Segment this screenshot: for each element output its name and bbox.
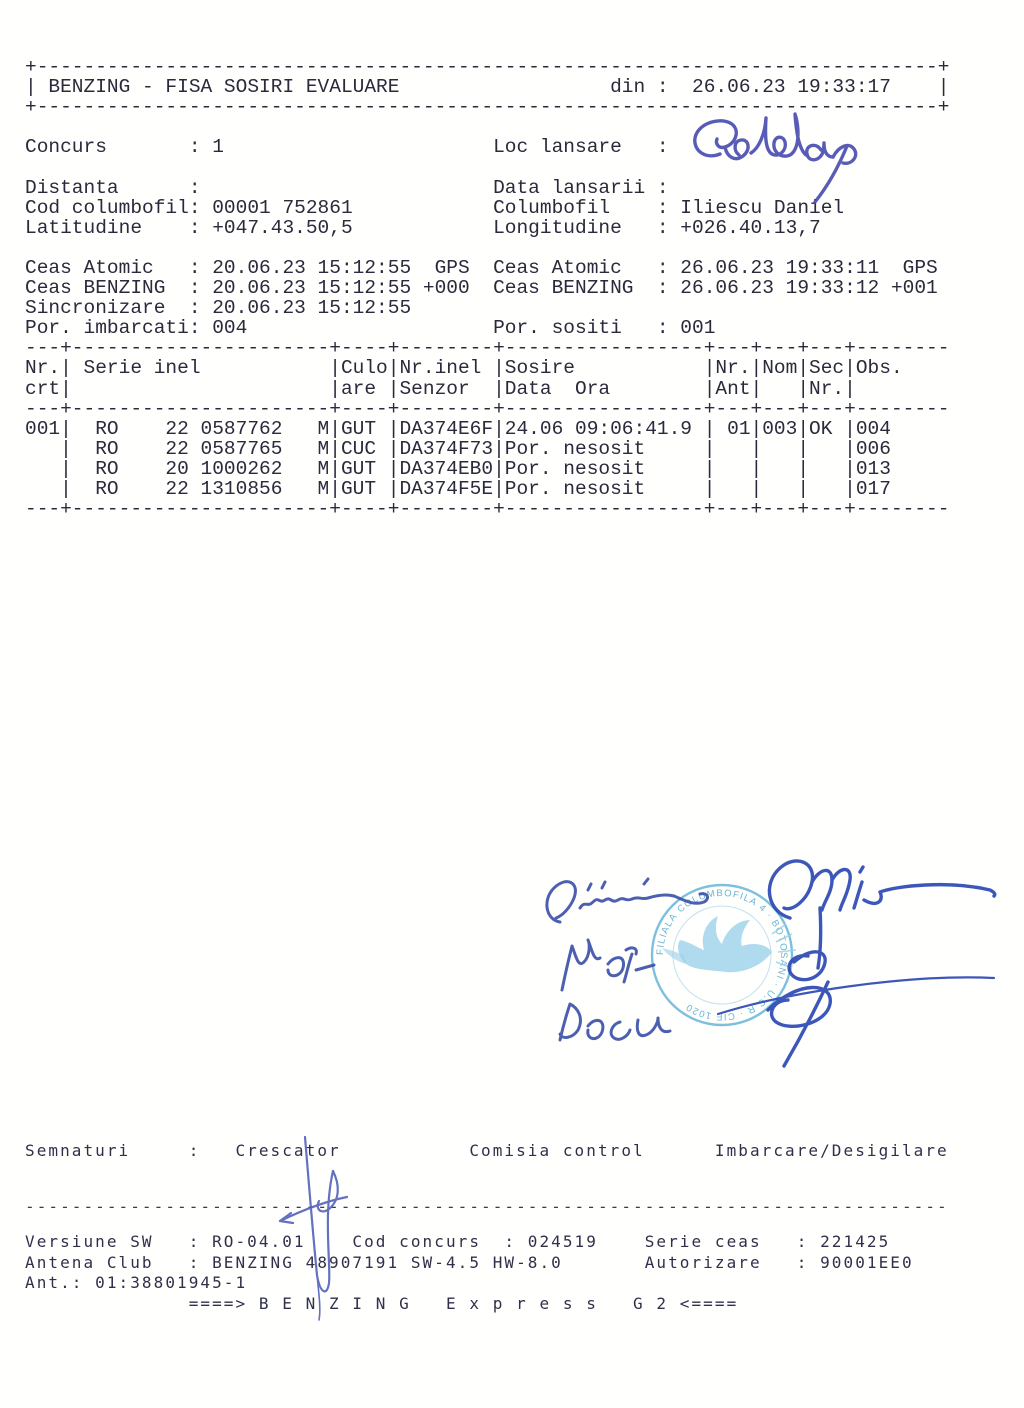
doc-line: 001| RO 22 0587762 M|GUT |DA374E6F|24.06… xyxy=(25,417,950,440)
doc-line: | RO 22 0587765 M|CUC |DA374F73|Por. nes… xyxy=(25,437,950,460)
doc-line: Distanta : Data lansarii : xyxy=(25,176,669,199)
doc-line xyxy=(25,117,949,137)
dove-icon xyxy=(662,916,796,973)
doc-line: crt| |are |Senzor |Data Ora |Ant| |Nr.| xyxy=(25,377,950,400)
doc-line: ---+----------------------+----+--------… xyxy=(25,397,950,420)
doc-line: Semnaturi : Crescator Comisia control Im… xyxy=(25,1141,949,1160)
doc-line: | RO 20 1000262 M|GUT |DA374EB0|Por. nes… xyxy=(25,457,950,480)
doc-line: ---+----------------------+----+--------… xyxy=(25,337,950,360)
doc-line: Sincronizare : 20.06.23 15:12:55 xyxy=(25,297,412,320)
doc-line: Concurs : 1 Loc lansare : xyxy=(25,136,669,159)
breeder-names-handwriting xyxy=(547,879,708,1040)
doc-line xyxy=(25,157,949,177)
club-stamp: FILIALA COLUMBOFILA 4 · BOTOSANI · U.C.R… xyxy=(652,885,796,1025)
doc-line: Latitudine : +047.43.50,5 Longitudine : … xyxy=(25,216,821,239)
doc-line: ---+----------------------+----+--------… xyxy=(25,498,950,521)
printout-main: +---------------------------------------… xyxy=(25,57,949,519)
doc-line: Nr.| Serie inel |Culo|Nr.inel |Sosire |N… xyxy=(25,357,950,380)
doc-line: +---------------------------------------… xyxy=(25,96,950,119)
doc-line: | RO 22 1310856 M|GUT |DA374F5E|Por. nes… xyxy=(25,477,950,500)
doc-line: ----------------------------------------… xyxy=(25,1197,949,1216)
doc-line: Ant.: 01:38801945-1 xyxy=(25,1273,248,1293)
doc-line: +---------------------------------------… xyxy=(25,56,950,78)
signature-stamp-cluster: FILIALA COLUMBOFILA 4 · BOTOSANI · U.C.R… xyxy=(528,842,1015,1077)
doc-line: Por. imbarcati: 004 Por. sositi : 001 xyxy=(25,317,716,340)
doc-line: Ceas BENZING : 20.06.23 15:12:55 +000 Ce… xyxy=(25,277,938,300)
doc-line: Cod columbofil: 00001 752861 Columbofil … xyxy=(25,196,845,219)
doc-line: Versiune SW : RO-04.01 Cod concurs : 024… xyxy=(25,1232,891,1251)
official-signature xyxy=(718,861,995,1066)
stamp-ring-text: FILIALA COLUMBOFILA 4 · BOTOSANI · U.C.R… xyxy=(655,888,789,1022)
printout-footer: Versiune SW : RO-04.01 Cod concurs : 024… xyxy=(25,1232,914,1314)
doc-line: Ceas Atomic : 20.06.23 15:12:55 GPS Ceas… xyxy=(25,256,938,279)
doc-line: ====> B E N Z I N G E x p r e s s G 2 <=… xyxy=(25,1293,739,1313)
doc-line: Antena Club : BENZING 48907191 SW-4.5 HW… xyxy=(25,1252,914,1272)
signature-labels-line: Semnaturi : Crescator Comisia control Im… xyxy=(25,1141,949,1161)
footer-divider-line: ----------------------------------------… xyxy=(25,1197,949,1217)
doc-line: | BENZING - FISA SOSIRI EVALUARE din : 2… xyxy=(25,76,950,99)
doc-line xyxy=(25,238,949,258)
